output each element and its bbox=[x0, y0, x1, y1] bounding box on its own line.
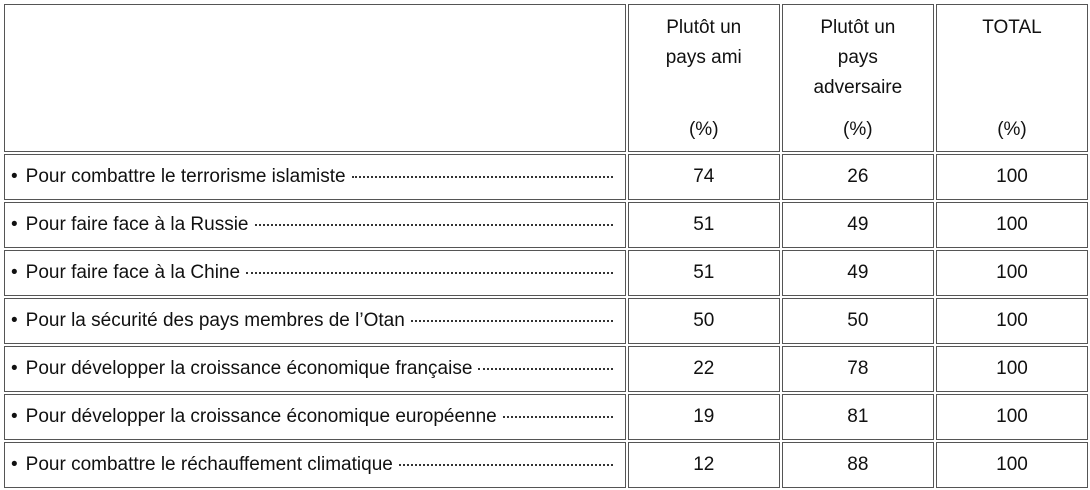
value-cell: 100 bbox=[935, 346, 1088, 392]
header-corner bbox=[4, 4, 626, 152]
value-cell: 50 bbox=[627, 298, 780, 344]
column-title-line: Plutôt un bbox=[820, 17, 896, 38]
table-row: • Pour combattre le terrorisme islamiste 7… bbox=[4, 154, 1088, 200]
value-cell: 100 bbox=[935, 442, 1088, 488]
column-title-line: TOTAL bbox=[982, 17, 1042, 38]
row-label-text: Pour combattre le réchauffement climatiq… bbox=[25, 454, 393, 475]
table-row: • Pour développer la croissance économiqu… bbox=[4, 394, 1088, 440]
row-label: • Pour développer la croissance économiqu… bbox=[5, 406, 625, 428]
row-label-cell: • Pour développer la croissance économiqu… bbox=[4, 394, 626, 440]
row-label-cell: • Pour la sécurité des pays membres de l’… bbox=[4, 298, 626, 344]
bullet: • bbox=[11, 262, 18, 283]
row-label-text: Pour la sécurité des pays membres de l’O… bbox=[25, 310, 405, 331]
row-label: • Pour développer la croissance économiqu… bbox=[5, 358, 625, 380]
dot-leader bbox=[351, 176, 613, 178]
column-title-line: pays bbox=[837, 47, 878, 68]
bullet: • bbox=[11, 166, 18, 187]
value-cell: 78 bbox=[781, 346, 934, 392]
bullet: • bbox=[11, 358, 18, 379]
value-cell: 88 bbox=[781, 442, 934, 488]
row-label: • Pour la sécurité des pays membres de l’… bbox=[5, 310, 625, 332]
table-body: • Pour combattre le terrorisme islamiste 7… bbox=[4, 154, 1088, 488]
dot-leader bbox=[478, 368, 613, 370]
row-label-cell: • Pour combattre le réchauffement climati… bbox=[4, 442, 626, 488]
column-title: TOTAL bbox=[937, 5, 1087, 43]
dot-leader bbox=[410, 320, 613, 322]
row-label-cell: • Pour faire face à la Russie bbox=[4, 202, 626, 248]
table-row: • Pour faire face à la Russie 51 49 100 bbox=[4, 202, 1088, 248]
header-row: Plutôt un pays ami (%) Plutôt un pays adversa… bbox=[4, 4, 1088, 152]
row-label-text: Pour faire face à la Chine bbox=[25, 262, 241, 283]
column-title-line: pays ami bbox=[665, 47, 742, 68]
table-row: • Pour combattre le réchauffement climati… bbox=[4, 442, 1088, 488]
value-cell: 51 bbox=[627, 202, 780, 248]
value-cell: 26 bbox=[781, 154, 934, 200]
page: Plutôt un pays ami (%) Plutôt un pays adversa… bbox=[4, 4, 1088, 488]
value-cell: 22 bbox=[627, 346, 780, 392]
table-row: • Pour faire face à la Chine 51 49 100 bbox=[4, 250, 1088, 296]
column-title-line: Plutôt un bbox=[666, 17, 742, 38]
dot-leader bbox=[398, 464, 613, 466]
value-cell: 50 bbox=[781, 298, 934, 344]
table-row: • Pour la sécurité des pays membres de l’… bbox=[4, 298, 1088, 344]
value-cell: 100 bbox=[935, 202, 1088, 248]
value-cell: 49 bbox=[781, 250, 934, 296]
column-unit: (%) bbox=[843, 119, 873, 140]
column-header: TOTAL (%) bbox=[935, 4, 1088, 152]
column-header: Plutôt un pays ami (%) bbox=[627, 4, 780, 152]
table-head: Plutôt un pays ami (%) Plutôt un pays adversa… bbox=[4, 4, 1088, 152]
row-label-cell: • Pour combattre le terrorisme islamiste bbox=[4, 154, 626, 200]
value-cell: 100 bbox=[935, 154, 1088, 200]
column-title: Plutôt un pays ami bbox=[629, 5, 779, 73]
row-label-cell: • Pour faire face à la Chine bbox=[4, 250, 626, 296]
dot-leader bbox=[502, 416, 613, 418]
row-label: • Pour combattre le réchauffement climati… bbox=[5, 454, 625, 476]
value-cell: 74 bbox=[627, 154, 780, 200]
column-unit: (%) bbox=[688, 119, 719, 140]
bullet: • bbox=[11, 214, 18, 235]
column-title-line: adversaire bbox=[813, 77, 903, 98]
row-label-cell: • Pour développer la croissance économiqu… bbox=[4, 346, 626, 392]
row-label-text: Pour faire face à la Russie bbox=[25, 214, 249, 235]
row-label-text: Pour combattre le terrorisme islamiste bbox=[25, 166, 346, 187]
column-unit: (%) bbox=[997, 119, 1027, 140]
row-label-text: Pour développer la croissance économique… bbox=[25, 358, 473, 379]
value-cell: 81 bbox=[781, 394, 934, 440]
value-cell: 49 bbox=[781, 202, 934, 248]
row-label-text: Pour développer la croissance économique… bbox=[25, 406, 497, 427]
value-cell: 100 bbox=[935, 250, 1088, 296]
row-label: • Pour combattre le terrorisme islamiste bbox=[5, 166, 625, 188]
value-cell: 100 bbox=[935, 298, 1088, 344]
value-cell: 100 bbox=[935, 394, 1088, 440]
bullet: • bbox=[11, 310, 18, 331]
column-header: Plutôt un pays adversaire (%) bbox=[781, 4, 934, 152]
value-cell: 19 bbox=[627, 394, 780, 440]
row-label: • Pour faire face à la Russie bbox=[5, 214, 625, 236]
dot-leader bbox=[246, 272, 613, 274]
row-label: • Pour faire face à la Chine bbox=[5, 262, 625, 284]
dot-leader bbox=[254, 224, 613, 226]
bullet: • bbox=[11, 406, 18, 427]
table-row: • Pour développer la croissance économiqu… bbox=[4, 346, 1088, 392]
column-title: Plutôt un pays adversaire bbox=[783, 5, 933, 103]
bullet: • bbox=[11, 454, 18, 475]
value-cell: 51 bbox=[627, 250, 780, 296]
value-cell: 12 bbox=[627, 442, 780, 488]
